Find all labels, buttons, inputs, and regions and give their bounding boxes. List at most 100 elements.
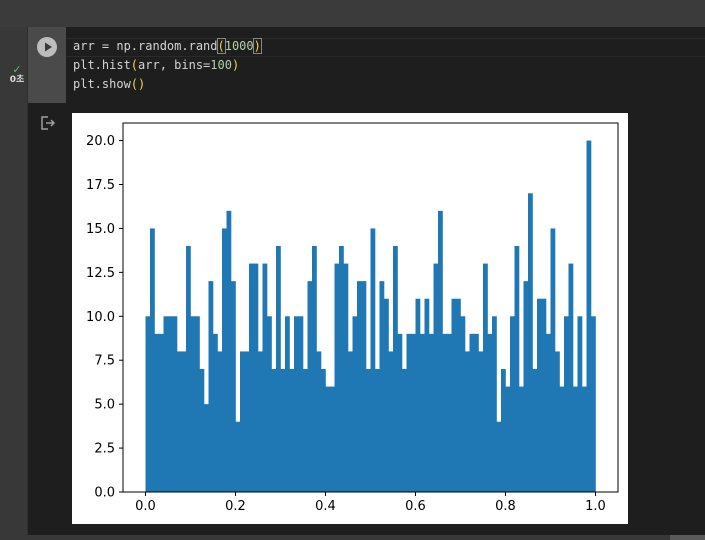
code-text: arr = np.random.rand (73, 39, 218, 53)
x-tick-label: 0.8 (495, 499, 516, 514)
cell-gutter: ✓ 0초 (0, 27, 27, 535)
y-tick-label: 10.0 (86, 310, 115, 325)
histogram-chart: 0.0 0.2 0.4 0.6 0.8 1.0 0.0 2.5 5.0 7.5 10.0 12.5 15… (86, 122, 619, 514)
histogram-bar (537, 298, 542, 492)
histogram-bar (577, 316, 583, 492)
code-text: arr, bins= (138, 58, 211, 72)
checkmark-icon: ✓ (12, 63, 22, 76)
cell-divider (27, 27, 28, 535)
histogram-bar (199, 369, 205, 492)
histogram-bar (240, 351, 245, 492)
x-tick-label: 1.0 (585, 499, 606, 514)
histogram-bar (393, 246, 398, 492)
histogram-bar (483, 263, 488, 492)
code-line-2[interactable]: plt.hist(arr, bins=100) (73, 56, 239, 74)
histogram-bar (370, 228, 376, 492)
histogram-bar (253, 263, 259, 492)
histogram-bar (222, 228, 227, 492)
code-paren: ) (138, 77, 146, 91)
code-editor[interactable]: arr = np.random.rand(1000) plt.hist(arr,… (66, 27, 705, 103)
histogram-bar (375, 369, 380, 492)
histogram-bar (339, 246, 344, 492)
histogram-bar (298, 316, 304, 492)
histogram-bar (186, 246, 191, 492)
histogram-bar (163, 316, 169, 492)
histogram-bar (478, 351, 484, 492)
histogram-bar (456, 298, 461, 492)
histogram-bar (433, 263, 439, 492)
histogram-bar (357, 281, 362, 492)
histogram-bar (352, 316, 358, 492)
plot-output: 0.0 0.2 0.4 0.6 0.8 1.0 0.0 2.5 5.0 7.5 10.0 12.5 15… (72, 113, 628, 524)
y-tick-label: 12.5 (86, 266, 115, 281)
histogram-bar (474, 333, 479, 492)
histogram-bar (289, 369, 295, 492)
histogram-bar (195, 316, 200, 492)
histogram-bar (213, 333, 218, 492)
code-line-3[interactable]: plt.show() (73, 75, 145, 93)
histogram-bar (532, 369, 538, 492)
code-line-1[interactable]: arr = np.random.rand(1000) (73, 37, 262, 55)
histogram-bar (361, 281, 367, 492)
histogram-bar (343, 263, 349, 492)
histogram-bar (235, 421, 241, 492)
histogram-bar (397, 333, 403, 492)
code-text: plt.show (73, 77, 131, 91)
histogram-bar (492, 316, 497, 492)
execution-time: 0초 (9, 75, 25, 85)
histogram-bar (249, 263, 254, 492)
histogram-bar (550, 228, 556, 492)
histogram-bar (496, 421, 502, 492)
histogram-bar (258, 351, 263, 492)
horizontal-scrollbar[interactable] (670, 535, 705, 540)
y-tick-label: 15.0 (86, 222, 115, 237)
histogram-bar (564, 316, 569, 492)
histogram-bar (379, 281, 385, 492)
histogram-bar (159, 333, 164, 492)
y-tick-label: 5.0 (94, 398, 115, 413)
histogram-bar (154, 333, 160, 492)
histogram-bar (285, 316, 290, 492)
code-number: 100 (210, 58, 232, 72)
code-paren: ) (231, 58, 240, 72)
histogram-bar (559, 386, 565, 492)
histogram-bar (411, 333, 416, 492)
histogram-bar (145, 316, 151, 492)
histogram-bar (307, 281, 313, 492)
code-paren: ) (252, 38, 262, 54)
y-tick-label: 17.5 (86, 178, 115, 193)
histogram-bar (465, 351, 470, 492)
histogram-bar (555, 351, 560, 492)
histogram-bar (204, 404, 209, 492)
play-circle-icon[interactable] (37, 37, 57, 57)
histogram-bar (523, 281, 529, 492)
run-cell-button[interactable] (37, 37, 57, 57)
histogram-bar (384, 298, 389, 492)
code-paren: ( (130, 77, 139, 91)
code-paren: ( (130, 58, 139, 72)
histogram-bar (460, 316, 466, 492)
histogram-bar (424, 298, 430, 492)
histogram-bar (181, 351, 187, 492)
histogram-bar (262, 263, 268, 492)
histogram-bar (366, 369, 371, 492)
histogram-bar (271, 369, 277, 492)
x-tick-label: 0.0 (135, 499, 156, 514)
histogram-bar (334, 263, 340, 492)
histogram-bar (348, 351, 353, 492)
output-redirect-icon[interactable] (40, 116, 56, 130)
histogram-bar (276, 246, 281, 492)
histogram-bar (330, 386, 335, 492)
histogram-bar (451, 298, 457, 492)
histogram-bar (586, 140, 592, 493)
histogram-bar (280, 369, 286, 492)
histogram-bar (168, 316, 173, 492)
histogram-bar (217, 351, 223, 492)
code-number: 1000 (224, 39, 254, 53)
histogram-bar (303, 369, 308, 492)
histogram-bar (177, 351, 182, 492)
histogram-bar (469, 333, 475, 492)
histogram-bar (541, 298, 547, 492)
histogram-bar (321, 369, 326, 492)
x-tick-label: 0.6 (405, 499, 426, 514)
